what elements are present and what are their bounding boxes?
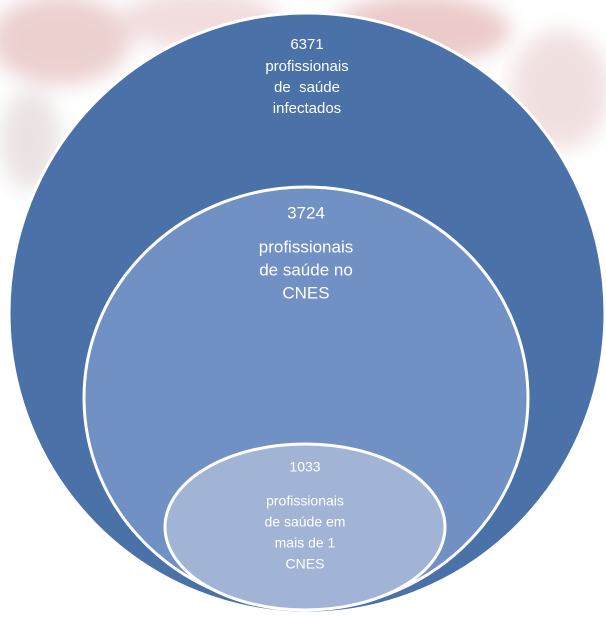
node-label: CNES (282, 283, 329, 302)
diagram: 6371 profissionais de saúde infectados 3724 p… (0, 0, 606, 617)
node-label: profissionais (259, 237, 354, 256)
node-number: 1033 (289, 459, 320, 475)
node-label: profissionais (265, 58, 348, 75)
node-number: 3724 (287, 203, 325, 222)
node-label: profissionais (266, 493, 344, 509)
node-label: de saúde (274, 79, 340, 96)
node-label: mais de 1 (275, 535, 336, 551)
node-label: infectados (273, 100, 341, 117)
node-label: de saúde em (265, 514, 346, 530)
node-label: de saúde no (259, 260, 353, 279)
node-label: CNES (286, 556, 325, 572)
node-number: 6371 (290, 36, 323, 53)
